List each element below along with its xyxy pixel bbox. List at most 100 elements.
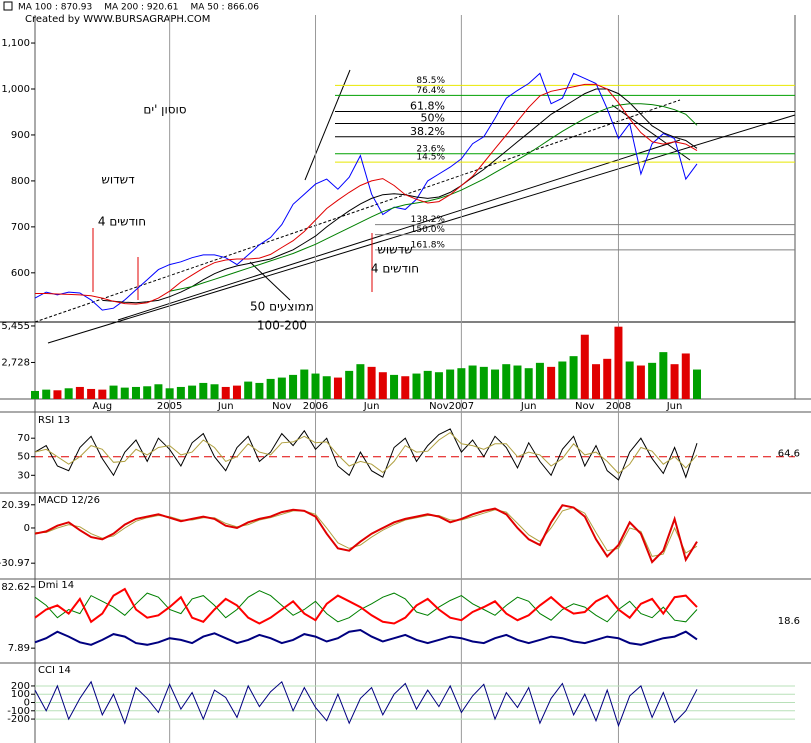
volume-bar xyxy=(468,365,477,399)
y-tick-label: 2,728 xyxy=(1,357,30,368)
panel-title: Dmi 14 xyxy=(38,580,74,591)
pointer-line xyxy=(249,261,291,301)
annotation: סוסון 'ים xyxy=(143,103,186,117)
volume-bar xyxy=(423,370,432,399)
volume-bar xyxy=(333,377,342,399)
y-tick-label: -100 xyxy=(7,706,30,717)
trend-line xyxy=(304,69,351,181)
trend-line xyxy=(34,99,681,323)
y-tick-label: 200 xyxy=(11,681,30,692)
fib-label: 138.2% xyxy=(411,215,446,225)
volume-bar xyxy=(244,381,253,399)
trend-line xyxy=(117,139,681,321)
panel-title: CCI 14 xyxy=(38,665,71,676)
volume-bar xyxy=(210,384,219,399)
series-line xyxy=(35,83,698,305)
volume-bar xyxy=(53,390,62,399)
volume-bar xyxy=(401,376,410,399)
volume-bar xyxy=(524,368,533,399)
series-line xyxy=(34,587,698,625)
y-tick-label: 1,000 xyxy=(1,84,30,95)
volume-bar xyxy=(176,386,185,399)
x-tick-label: Jun xyxy=(520,401,537,412)
volume-bar xyxy=(491,369,500,399)
series-line xyxy=(169,103,698,292)
volume-bar xyxy=(143,386,152,399)
volume-bar xyxy=(322,376,331,399)
y-tick-label: 700 xyxy=(11,222,30,233)
volume-bar xyxy=(154,384,163,399)
annotation: ממוצעים 50 xyxy=(250,300,314,314)
y-tick-label: 1,100 xyxy=(1,38,30,49)
series-line xyxy=(34,504,698,564)
volume-bar xyxy=(311,373,320,399)
volume-bar xyxy=(547,366,556,399)
fib-label: 76.4% xyxy=(416,86,445,96)
volume-bar xyxy=(434,372,443,399)
x-tick-label: Jun xyxy=(363,401,380,412)
legend-entry: MA 50 : 866.06 xyxy=(190,3,259,13)
fib-label: 14.5% xyxy=(416,153,445,163)
y-tick-label: 7.89 xyxy=(8,643,30,654)
x-tick-label: Nov xyxy=(429,401,449,412)
volume-bar xyxy=(535,362,544,399)
fib-label: 23.6% xyxy=(416,144,445,154)
y-tick-label: 5,455 xyxy=(1,321,30,332)
trend-line xyxy=(611,104,691,161)
volume-bar xyxy=(592,364,601,399)
volume-bar xyxy=(131,386,140,399)
volume-bar xyxy=(255,382,264,399)
volume-bar xyxy=(614,326,623,399)
volume-bar xyxy=(120,387,129,399)
fib-label: 161.8% xyxy=(411,240,446,250)
legend-entry: MA 100 : 870.93 xyxy=(18,3,92,13)
y-tick-label: 600 xyxy=(11,268,30,279)
y-tick-label: 0 xyxy=(24,523,30,534)
y-tick-label: 0 xyxy=(24,698,30,709)
x-tick-label: Jun xyxy=(666,401,683,412)
volume-bar xyxy=(580,334,589,399)
volume-bar xyxy=(457,368,466,399)
volume-bar xyxy=(367,366,376,399)
fib-label: 85.5% xyxy=(416,76,445,86)
legend-entry: MA 200 : 920.61 xyxy=(104,3,178,13)
volume-bar xyxy=(199,382,208,399)
volume-bar xyxy=(75,386,84,399)
y-tick-label: 900 xyxy=(11,130,30,141)
y-tick-label: 800 xyxy=(11,176,30,187)
annotation: 100-200 xyxy=(257,319,307,333)
annotation: 4 חודשים xyxy=(98,215,146,229)
volume-bar xyxy=(356,364,365,399)
legend-box xyxy=(3,1,13,11)
annotation: שדשוש xyxy=(377,243,412,257)
volume-bar xyxy=(232,385,241,399)
fib-label: 150.0% xyxy=(411,225,446,235)
x-tick-label: Jun xyxy=(217,401,234,412)
volume-bar xyxy=(31,390,39,399)
last-value-label: 64.6 xyxy=(778,449,800,460)
y-tick-label: 70 xyxy=(17,433,30,444)
y-tick-label: 82.62 xyxy=(1,582,30,593)
volume-bar xyxy=(681,353,690,399)
volume-bar xyxy=(300,369,309,399)
y-tick-label: 30 xyxy=(17,470,30,481)
volume-bar xyxy=(42,389,51,399)
series-line xyxy=(34,72,698,311)
annotation: 4 חודשים xyxy=(371,262,419,276)
volume-bar xyxy=(266,378,275,399)
x-tick-label: Nov xyxy=(272,401,292,412)
volume-bar xyxy=(659,352,668,399)
volume-bar xyxy=(636,365,645,399)
volume-bar xyxy=(603,358,612,399)
volume-bar xyxy=(221,386,230,399)
fib-label: 38.2% xyxy=(410,125,445,138)
volume-bar xyxy=(648,362,657,399)
volume-bar xyxy=(412,373,421,399)
volume-bar xyxy=(98,389,107,399)
fib-label: 50% xyxy=(421,111,445,124)
volume-bar xyxy=(87,388,96,399)
volume-bar xyxy=(64,388,73,399)
volume-bar xyxy=(502,364,511,399)
trend-lines xyxy=(34,69,796,344)
